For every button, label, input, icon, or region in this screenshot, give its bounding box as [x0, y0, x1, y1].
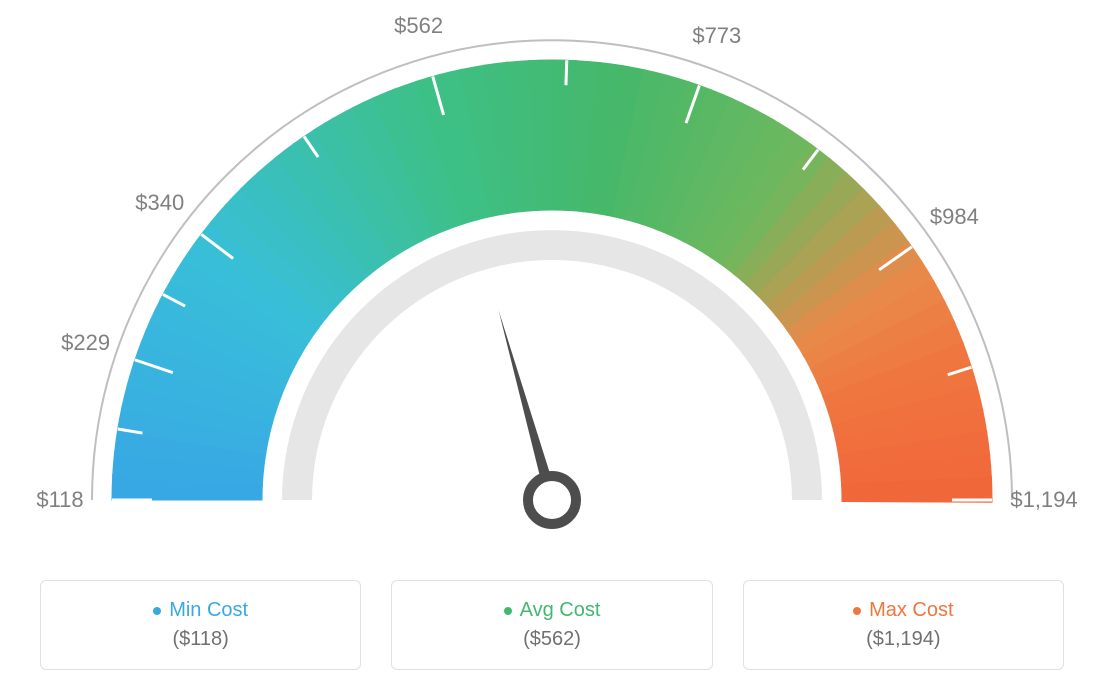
- gauge-tick-label: $1,194: [1010, 487, 1077, 513]
- gauge-tick-minor: [566, 60, 567, 85]
- legend-title-max: Max Cost: [853, 599, 953, 622]
- legend-title-avg: Avg Cost: [504, 599, 601, 622]
- legend-dot-min: [153, 607, 161, 615]
- legend-label-max: Max Cost: [869, 599, 953, 622]
- gauge-tick-label: $773: [692, 23, 741, 49]
- legend-title-min: Min Cost: [153, 599, 248, 622]
- legend-label-min: Min Cost: [169, 599, 248, 622]
- legend-box-max: Max Cost ($1,194): [743, 580, 1064, 670]
- legend-dot-avg: [504, 607, 512, 615]
- legend-label-avg: Avg Cost: [520, 599, 601, 622]
- legend-dot-max: [853, 607, 861, 615]
- legend-box-min: Min Cost ($118): [40, 580, 361, 670]
- gauge-needle: [490, 279, 559, 502]
- gauge-tick-label: $984: [930, 204, 979, 230]
- gauge-chart-container: $118 $229 $340 $562 $773 $984 $1,194 Min Cost …: [0, 0, 1104, 690]
- legend-box-avg: Avg Cost ($562): [391, 580, 712, 670]
- gauge-svg: [0, 0, 1104, 560]
- gauge-tick-label: $340: [135, 190, 184, 216]
- gauge-hub: [528, 476, 576, 524]
- gauge-tick-label: $229: [61, 330, 110, 356]
- legend-value-min: ($118): [173, 628, 229, 651]
- legend-row: Min Cost ($118) Avg Cost ($562) Max Cost…: [0, 580, 1104, 670]
- gauge-tick-label: $562: [394, 13, 443, 39]
- gauge-area: $118 $229 $340 $562 $773 $984 $1,194: [0, 0, 1104, 560]
- legend-value-avg: ($562): [523, 628, 581, 651]
- legend-value-max: ($1,194): [866, 628, 941, 651]
- gauge-tick-label: $118: [36, 487, 83, 513]
